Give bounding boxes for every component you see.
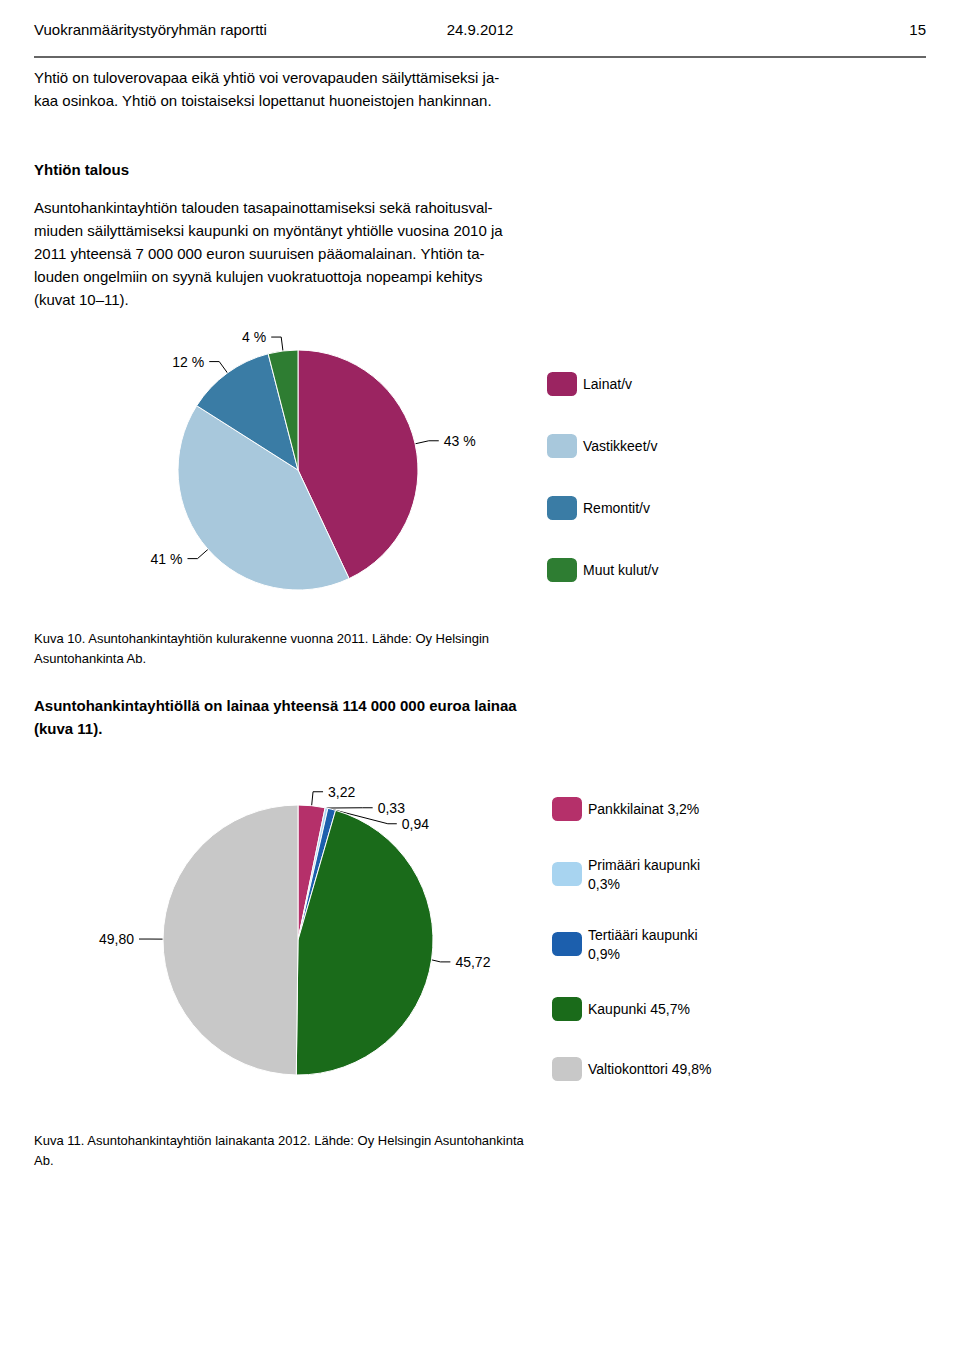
svg-text:Kuva 11. Asuntohankintayhtiön: Kuva 11. Asuntohankintayhtiön lainakanta… <box>34 1133 525 1148</box>
svg-text:0,33: 0,33 <box>378 800 405 816</box>
svg-text:12 %: 12 % <box>172 354 204 370</box>
svg-text:Lainat/v: Lainat/v <box>583 376 632 392</box>
svg-text:0,94: 0,94 <box>402 816 429 832</box>
svg-text:41 %: 41 % <box>151 551 183 567</box>
svg-text:Asuntohankintayhtiöllä on lain: Asuntohankintayhtiöllä on lainaa yhteens… <box>34 697 517 714</box>
svg-text:Asuntohankinta Ab.: Asuntohankinta Ab. <box>34 651 146 666</box>
svg-text:Vastikkeet/v: Vastikkeet/v <box>583 438 657 454</box>
svg-text:2011 yhteensä 7 000 000 euron: 2011 yhteensä 7 000 000 euron suuruisen … <box>34 245 485 262</box>
svg-text:15: 15 <box>909 21 926 38</box>
svg-text:Kuva 10. Asuntohankintayhtiön: Kuva 10. Asuntohankintayhtiön kulurakenn… <box>34 631 489 646</box>
svg-text:Muut kulut/v: Muut kulut/v <box>583 562 658 578</box>
svg-text:Vuokranmääritystyöryhmän rapor: Vuokranmääritystyöryhmän raportti <box>34 21 267 38</box>
svg-text:kaa osinkoa. Yhtiö on toistais: kaa osinkoa. Yhtiö on toistaiseksi lopet… <box>34 92 492 109</box>
svg-text:Tertiääri kaupunki: Tertiääri kaupunki <box>588 927 698 943</box>
svg-text:Yhtiön talous: Yhtiön talous <box>34 161 129 178</box>
svg-text:Remontit/v: Remontit/v <box>583 500 650 516</box>
svg-text:Valtiokonttori 49,8%: Valtiokonttori 49,8% <box>588 1061 711 1077</box>
svg-text:Primääri kaupunki: Primääri kaupunki <box>588 857 700 873</box>
svg-text:louden ongelmiin on syynä kulu: louden ongelmiin on syynä kulujen vuokra… <box>34 268 483 285</box>
svg-text:Asuntohankintayhtiön talouden: Asuntohankintayhtiön talouden tasapainot… <box>34 199 493 216</box>
svg-text:0,9%: 0,9% <box>588 946 620 962</box>
svg-text:Pankkilainat 3,2%: Pankkilainat 3,2% <box>588 801 699 817</box>
svg-text:Kaupunki 45,7%: Kaupunki 45,7% <box>588 1001 690 1017</box>
svg-text:3,22: 3,22 <box>328 784 355 800</box>
svg-text:45,72: 45,72 <box>455 954 490 970</box>
svg-text:4 %: 4 % <box>242 329 266 345</box>
svg-text:(kuvat 10–11).: (kuvat 10–11). <box>34 291 129 308</box>
svg-text:(kuva 11).: (kuva 11). <box>34 720 102 737</box>
svg-text:24.9.2012: 24.9.2012 <box>447 21 514 38</box>
svg-text:49,80: 49,80 <box>99 931 134 947</box>
svg-text:Ab.: Ab. <box>34 1153 54 1168</box>
svg-text:Yhtiö on tuloverovapaa eikä yh: Yhtiö on tuloverovapaa eikä yhtiö voi ve… <box>34 69 499 86</box>
svg-text:43 %: 43 % <box>444 433 476 449</box>
svg-text:0,3%: 0,3% <box>588 876 620 892</box>
svg-text:miuden säilyttämiseksi kaupunk: miuden säilyttämiseksi kaupunki on myönt… <box>34 222 503 239</box>
